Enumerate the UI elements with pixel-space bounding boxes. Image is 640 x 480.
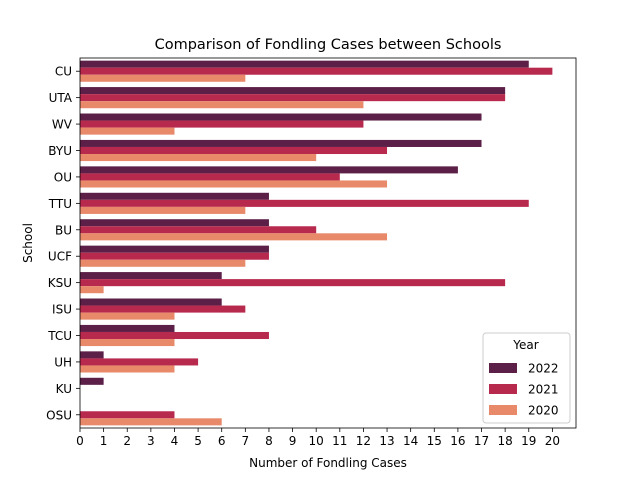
x-tick-label: 4 — [171, 434, 179, 448]
x-tick-label: 17 — [474, 434, 489, 448]
bar-uh-2021 — [80, 358, 199, 366]
bar-ksu-2020 — [80, 286, 104, 294]
bar-tcu-2020 — [80, 339, 175, 347]
legend-swatch-2021 — [489, 384, 517, 394]
x-tick-label: 7 — [242, 434, 250, 448]
y-tick-label: OSU — [46, 408, 72, 422]
bar-bu-2021 — [80, 226, 317, 234]
legend-items: 2022 2021 2020 — [489, 362, 559, 418]
bar-bu-2020 — [80, 233, 388, 241]
y-tick-label: UCF — [48, 250, 72, 264]
bar-isu-2020 — [80, 312, 175, 320]
x-tick-label: 15 — [427, 434, 442, 448]
x-tick-label: 14 — [403, 434, 418, 448]
x-tick-label: 3 — [147, 434, 155, 448]
x-tick-label: 2 — [123, 434, 131, 448]
bar-wv-2020 — [80, 127, 175, 135]
x-tick-label: 18 — [498, 434, 513, 448]
y-tick-label: KU — [56, 382, 72, 396]
y-tick-label: BYU — [48, 144, 72, 158]
bar-tcu-2022 — [80, 324, 175, 332]
bar-uh-2020 — [80, 365, 175, 373]
y-axis-label: School — [21, 223, 35, 263]
bar-osu-2020 — [80, 418, 222, 426]
bar-ttu-2020 — [80, 206, 246, 214]
bar-ksu-2022 — [80, 272, 222, 280]
bar-cu-2020 — [80, 74, 246, 82]
bar-ucf-2020 — [80, 259, 246, 267]
legend-label-2022: 2022 — [528, 362, 559, 376]
x-tick-label: 9 — [289, 434, 297, 448]
legend-frame — [482, 332, 571, 424]
bar-byu-2021 — [80, 146, 388, 155]
bar-ou-2021 — [80, 173, 340, 181]
legend-label-2021: 2021 — [528, 383, 559, 397]
bar-uh-2022 — [80, 351, 104, 359]
bar-isu-2021 — [80, 305, 246, 313]
y-tick-label: KSU — [48, 276, 72, 290]
legend-swatch-2020 — [489, 405, 517, 415]
y-tick-label: WV — [52, 118, 73, 132]
bar-ttu-2022 — [80, 192, 269, 200]
x-tick-label: 5 — [194, 434, 202, 448]
bar-byu-2020 — [80, 154, 317, 162]
x-tick-label: 6 — [218, 434, 226, 448]
bar-ucf-2021 — [80, 252, 269, 260]
y-tick-label: OU — [54, 170, 72, 184]
x-tick-label: 10 — [309, 434, 324, 448]
x-tick-label: 20 — [545, 434, 560, 448]
x-axis-ticks: 0 1 2 3 4 5 6 7 8 9 10 11 12 13 14 15 16 17 18 19 20 — [76, 428, 560, 448]
y-tick-label: CU — [55, 65, 72, 79]
bar-ou-2022 — [80, 166, 458, 174]
x-tick-label: 16 — [450, 434, 465, 448]
y-tick-label: ISU — [52, 303, 72, 317]
bar-ku-2022 — [80, 377, 104, 385]
y-tick-label: TTU — [48, 197, 72, 211]
x-tick-label: 11 — [332, 434, 347, 448]
bar-tcu-2021 — [80, 331, 269, 340]
bar-ucf-2022 — [80, 245, 269, 253]
bar-isu-2022 — [80, 298, 222, 306]
x-axis-label: Number of Fondling Cases — [249, 456, 407, 470]
legend-title: Year — [512, 338, 538, 352]
x-tick-label: 8 — [265, 434, 273, 448]
bar-ksu-2021 — [80, 279, 506, 287]
y-axis-ticks: CU UTA WV BYU OU TTU BU UCF KSU ISU TCU UH KU OSU — [46, 65, 80, 422]
bar-byu-2022 — [80, 139, 482, 147]
legend-swatch-2022 — [489, 363, 517, 373]
bar-uta-2021 — [80, 94, 506, 102]
bar-osu-2021 — [80, 411, 175, 419]
bar-ttu-2021 — [80, 199, 529, 207]
bar-uta-2020 — [80, 101, 364, 109]
bar-cu-2021 — [80, 67, 553, 75]
plot-frame — [79, 57, 577, 429]
bar-wv-2021 — [80, 120, 364, 128]
y-tick-label: BU — [55, 223, 72, 237]
legend: Year 2022 2021 2020 — [482, 332, 571, 424]
x-tick-label: 1 — [100, 434, 108, 448]
x-tick-label: 0 — [76, 434, 84, 448]
x-tick-label: 12 — [356, 434, 371, 448]
y-tick-label: UH — [54, 355, 72, 369]
bar-uta-2022 — [80, 87, 506, 95]
bar-wv-2022 — [80, 113, 482, 121]
x-tick-label: 19 — [521, 434, 536, 448]
legend-label-2020: 2020 — [528, 404, 559, 418]
y-tick-label: TCU — [47, 329, 72, 343]
x-tick-label: 13 — [379, 434, 394, 448]
bar-cu-2022 — [80, 60, 529, 68]
bar-bu-2022 — [80, 219, 269, 227]
chart-title: Comparison of Fondling Cases between Sch… — [155, 37, 502, 53]
y-tick-label: UTA — [49, 91, 73, 105]
bar-ou-2020 — [80, 180, 388, 188]
bars-group — [80, 60, 553, 426]
